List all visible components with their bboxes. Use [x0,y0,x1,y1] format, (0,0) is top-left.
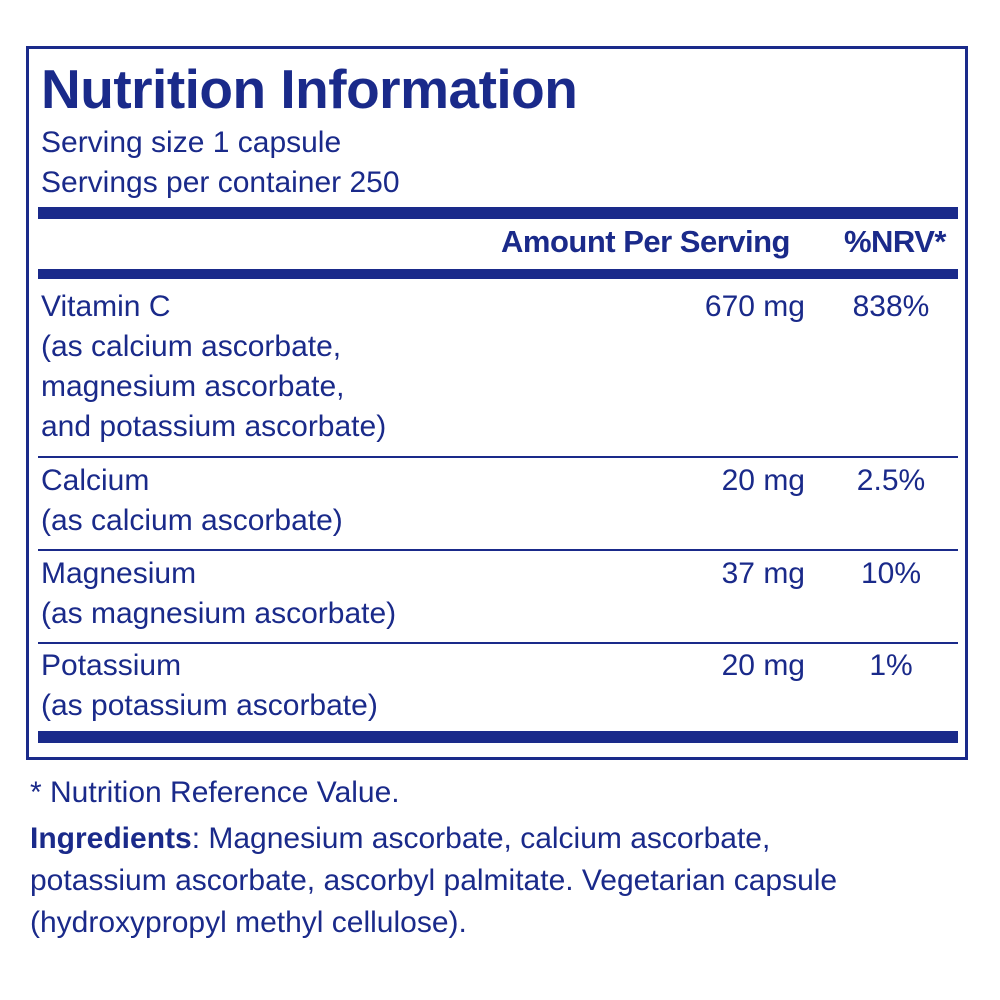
bottom-divider-bar [38,731,958,743]
row-divider [38,456,958,458]
header-amount-per-serving: Amount Per Serving [501,224,791,259]
row-divider [38,642,958,644]
nutrient-row-calcium: Calcium (as calcium ascorbate) 20 mg 2.5… [41,461,946,541]
nrv-footnote: * Nutrition Reference Value. [30,776,400,809]
nutrient-nrv: 10% [860,557,922,590]
ingredients-statement: Ingredients: Magnesium ascorbate, calciu… [30,818,970,944]
nutrient-source: (as potassium ascorbate) [41,689,378,722]
nutrient-source: (as magnesium ascorbate) [41,597,397,630]
servings-per-container: Servings per container 250 [41,166,400,199]
serving-size: Serving size 1 capsule [41,126,342,159]
ingredients-label: Ingredients [30,822,192,855]
nutrient-amount: 37 mg [721,557,805,590]
panel-title: Nutrition Information [41,58,578,120]
header-divider-bar [38,269,958,279]
nutrient-amount: 20 mg [721,649,805,682]
nutrient-row-magnesium: Magnesium (as magnesium ascorbate) 37 mg… [41,554,946,634]
ingredients-text: : Magnesium ascorbate, calcium ascorbate… [191,822,771,855]
nutrient-amount: 670 mg [704,290,805,323]
nutrient-row-vitamin-c: Vitamin C (as calcium ascorbate, magnesi… [41,287,946,447]
nutrient-name: Potassium [41,649,182,682]
nutrient-source: (as calcium ascorbate) [41,504,343,537]
nutrient-nrv: 1% [869,649,913,682]
nutrient-nrv: 2.5% [856,464,926,497]
nutrient-source: (as calcium ascorbate, [41,330,342,363]
row-divider [38,549,958,551]
header-nrv: %NRV* [843,224,947,259]
ingredients-line-3: (hydroxypropyl methyl cellulose). [30,906,467,939]
nutrition-panel: Nutrition Information Serving size 1 cap… [26,46,968,760]
nutrient-name: Vitamin C [41,290,171,323]
top-divider-bar [38,207,958,219]
nutrient-nrv: 838% [852,290,930,323]
nutrient-name: Calcium [41,464,150,497]
nutrient-source: and potassium ascorbate) [41,410,387,443]
nutrient-name: Magnesium [41,557,197,590]
nutrient-row-potassium: Potassium (as potassium ascorbate) 20 mg… [41,646,946,726]
ingredients-line-1: Ingredients: Magnesium ascorbate, calciu… [30,818,970,860]
nutrient-amount: 20 mg [721,464,805,497]
ingredients-line-2: potassium ascorbate, ascorbyl palmitate.… [30,864,838,897]
nutrient-source: magnesium ascorbate, [41,370,345,403]
